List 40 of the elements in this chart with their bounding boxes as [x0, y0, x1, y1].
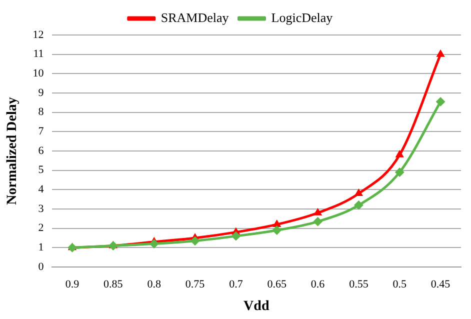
y-tick-label: 9 — [38, 86, 44, 99]
point — [354, 189, 363, 196]
legend-label: LogicDelay — [271, 10, 334, 25]
y-tick-label: 1 — [38, 242, 44, 254]
point — [436, 50, 445, 57]
x-tick-label: 0.8 — [147, 278, 162, 290]
y-tick-label: 8 — [38, 106, 44, 118]
y-tick-label: 2 — [38, 222, 44, 234]
point — [314, 208, 322, 216]
y-tick-label: 3 — [38, 202, 44, 215]
y-tick-label: 4 — [38, 184, 44, 196]
point — [354, 200, 364, 210]
y-tick-label: 5 — [38, 164, 44, 176]
x-tick-label: 0.45 — [430, 278, 451, 290]
point — [436, 97, 446, 106]
y-tick-label: 6 — [38, 144, 44, 157]
point — [272, 226, 282, 235]
y-tick-label: 7 — [38, 126, 44, 138]
point — [396, 150, 404, 158]
x-tick-label: 0.75 — [185, 278, 206, 290]
x-tick-label: 0.7 — [229, 278, 244, 290]
x-tick-label: 0.65 — [267, 278, 287, 290]
point — [395, 168, 404, 177]
y-tick-label: 12 — [32, 28, 44, 41]
x-tick-label: 0.9 — [65, 278, 80, 290]
legend-label: SRAMDelay — [160, 10, 230, 25]
point — [313, 217, 322, 226]
point — [190, 236, 200, 246]
x-axis-title: Vdd — [244, 299, 270, 314]
y-tick-label: 10 — [32, 68, 44, 80]
point — [150, 239, 159, 248]
y-axis-title: Normalized Delay — [5, 97, 20, 205]
x-tick-label: 0.85 — [104, 278, 124, 290]
point — [272, 220, 281, 227]
point — [231, 232, 240, 241]
x-tick-label: 0.6 — [310, 278, 326, 290]
y-tick-label: 0 — [38, 260, 44, 273]
y-tick-label: 11 — [33, 48, 44, 60]
x-tick-label: 0.55 — [349, 278, 369, 290]
x-tick-label: 0.5 — [392, 278, 407, 290]
